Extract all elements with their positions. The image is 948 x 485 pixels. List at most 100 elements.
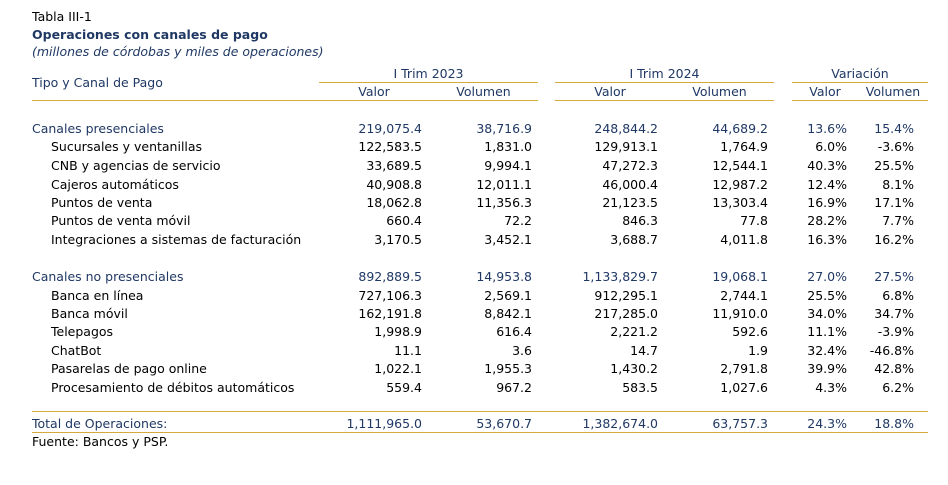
cell-valor-2024: 583.5 — [622, 380, 658, 395]
subheader-volumen-2023: Volumen — [456, 84, 511, 99]
total-rule-top — [32, 411, 928, 412]
cell-valor-2023: 1,022.1 — [374, 361, 422, 376]
group-underline-variacion — [792, 82, 928, 83]
cell-volumen-2023: 12,011.1 — [476, 177, 532, 192]
cell-var-valor: 34.0% — [807, 306, 847, 321]
cell-volumen-2023: 8,842.1 — [484, 306, 532, 321]
cell-var-volumen: 6.8% — [882, 288, 914, 303]
cell-valor-2024: 248,844.2 — [594, 121, 658, 136]
cell-volumen-2023: 3,452.1 — [484, 232, 532, 247]
cell-volumen-2024: 63,757.3 — [712, 416, 768, 431]
section-row-no-presenciales: Canales no presenciales 892,889.5 14,953… — [0, 269, 948, 287]
cell-valor-2024: 129,913.1 — [594, 139, 658, 154]
cell-var-valor: 27.0% — [807, 269, 847, 284]
header-rule-variacion — [792, 100, 928, 101]
cell-valor-2023: 1,998.9 — [374, 324, 422, 339]
cell-var-volumen: 7.7% — [882, 213, 914, 228]
cell-valor-2023: 727,106.3 — [358, 288, 422, 303]
cell-valor-2023: 892,889.5 — [358, 269, 422, 284]
row-label: Puntos de venta — [51, 195, 153, 210]
subheader-valor-2024: Valor — [594, 84, 626, 99]
cell-volumen-2023: 1,955.3 — [484, 361, 532, 376]
cell-volumen-2023: 38,716.9 — [476, 121, 532, 136]
group-header-2024: I Trim 2024 — [629, 66, 700, 81]
cell-var-volumen: -46.8% — [869, 343, 914, 358]
cell-valor-2023: 162,191.8 — [358, 306, 422, 321]
row-label: Canales no presenciales — [32, 269, 184, 284]
cell-volumen-2023: 14,953.8 — [476, 269, 532, 284]
cell-valor-2024: 912,295.1 — [594, 288, 658, 303]
subheader-volumen-variacion: Volumen — [865, 84, 921, 99]
table-row: Puntos de venta móvil 660.4 72.2 846.3 7… — [0, 213, 948, 231]
cell-var-volumen: 25.5% — [874, 158, 914, 173]
row-label: Pasarelas de pago online — [51, 361, 207, 376]
table-subtitle: (millones de córdobas y miles de operaci… — [32, 44, 324, 59]
cell-valor-2023: 3,170.5 — [374, 232, 422, 247]
cell-volumen-2024: 4,011.8 — [720, 232, 768, 247]
cell-valor-2023: 219,075.4 — [358, 121, 422, 136]
cell-var-valor: 6.0% — [815, 139, 847, 154]
table-title: Operaciones con canales de pago — [32, 27, 268, 42]
cell-valor-2024: 1,133,829.7 — [582, 269, 658, 284]
cell-volumen-2024: 12,544.1 — [712, 158, 768, 173]
row-label: Integraciones a sistemas de facturación — [51, 232, 302, 247]
cell-valor-2024: 46,000.4 — [602, 177, 658, 192]
cell-valor-2024: 3,688.7 — [610, 232, 658, 247]
table-row: Puntos de venta 18,062.8 11,356.3 21,123… — [0, 195, 948, 213]
cell-var-valor: 13.6% — [807, 121, 847, 136]
cell-valor-2024: 14.7 — [630, 343, 658, 358]
cell-volumen-2023: 616.4 — [496, 324, 532, 339]
cell-var-volumen: 17.1% — [874, 195, 914, 210]
cell-var-valor: 32.4% — [807, 343, 847, 358]
table-row: Procesamiento de débitos automáticos 559… — [0, 380, 948, 398]
cell-var-volumen: -3.6% — [877, 139, 914, 154]
cell-var-valor: 25.5% — [807, 288, 847, 303]
subheader-valor-variacion: Valor — [809, 84, 841, 99]
header-rule-stub — [32, 100, 329, 101]
cell-valor-2024: 2,221.2 — [610, 324, 658, 339]
cell-volumen-2023: 1,831.0 — [484, 139, 532, 154]
row-label: Puntos de venta móvil — [51, 213, 191, 228]
cell-volumen-2024: 44,689.2 — [712, 121, 768, 136]
cell-var-valor: 4.3% — [815, 380, 847, 395]
cell-valor-2024: 846.3 — [622, 213, 658, 228]
cell-valor-2024: 21,123.5 — [602, 195, 658, 210]
group-underline-2024 — [555, 82, 774, 83]
cell-volumen-2023: 53,670.7 — [476, 416, 532, 431]
cell-var-valor: 28.2% — [807, 213, 847, 228]
row-label: Canales presenciales — [32, 121, 164, 136]
cell-var-volumen: 42.8% — [874, 361, 914, 376]
cell-var-valor: 40.3% — [807, 158, 847, 173]
cell-var-valor: 11.1% — [807, 324, 847, 339]
table-row: ChatBot 11.1 3.6 14.7 1.9 32.4% -46.8% — [0, 343, 948, 361]
row-label: Telepagos — [51, 324, 114, 339]
row-label: Banca en línea — [51, 288, 144, 303]
table-row: Sucursales y ventanillas 122,583.5 1,831… — [0, 139, 948, 157]
cell-var-volumen: 8.1% — [882, 177, 914, 192]
cell-valor-2024: 217,285.0 — [594, 306, 658, 321]
cell-volumen-2024: 19,068.1 — [712, 269, 768, 284]
source-note: Fuente: Bancos y PSP. — [32, 434, 169, 449]
cell-volumen-2024: 1,764.9 — [720, 139, 768, 154]
cell-valor-2023: 11.1 — [394, 343, 422, 358]
section-row-presenciales: Canales presenciales 219,075.4 38,716.9 … — [0, 121, 948, 139]
cell-var-valor: 39.9% — [807, 361, 847, 376]
table-row: Pasarelas de pago online 1,022.1 1,955.3… — [0, 361, 948, 379]
cell-valor-2023: 660.4 — [386, 213, 422, 228]
row-label: CNB y agencias de servicio — [51, 158, 221, 173]
cell-var-volumen: 6.2% — [882, 380, 914, 395]
cell-volumen-2023: 2,569.1 — [484, 288, 532, 303]
cell-volumen-2024: 1.9 — [748, 343, 768, 358]
cell-volumen-2024: 11,910.0 — [712, 306, 768, 321]
cell-volumen-2024: 1,027.6 — [720, 380, 768, 395]
table-row: Banca móvil 162,191.8 8,842.1 217,285.0 … — [0, 306, 948, 324]
row-label: Total de Operaciones: — [32, 416, 168, 431]
cell-valor-2023: 18,062.8 — [366, 195, 422, 210]
table-row: Telepagos 1,998.9 616.4 2,221.2 592.6 11… — [0, 324, 948, 342]
cell-volumen-2024: 2,791.8 — [720, 361, 768, 376]
cell-volumen-2023: 967.2 — [496, 380, 532, 395]
cell-volumen-2024: 2,744.1 — [720, 288, 768, 303]
row-label: Sucursales y ventanillas — [51, 139, 203, 154]
cell-valor-2023: 559.4 — [386, 380, 422, 395]
subheader-valor-2023: Valor — [358, 84, 390, 99]
